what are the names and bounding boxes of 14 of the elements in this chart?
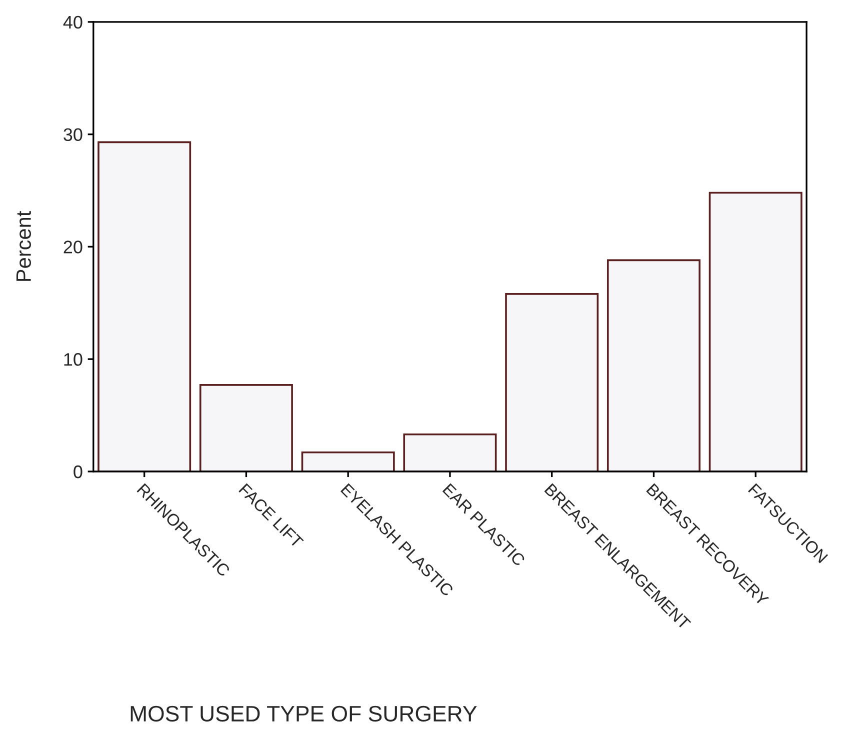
y-tick-label: 0 (74, 465, 82, 478)
y-tick-label: 30 (64, 128, 82, 142)
bar (505, 293, 599, 472)
bar (98, 141, 192, 472)
y-tick-label: 40 (63, 16, 82, 29)
y-axis-title: Percent (16, 210, 31, 281)
bar (403, 434, 497, 472)
bar (199, 384, 293, 472)
y-tick-label: 20 (64, 240, 82, 254)
bar (606, 259, 700, 472)
bar (708, 192, 802, 472)
x-axis-title: MOST USED TYPE OF SURGERY (130, 706, 477, 722)
y-tick-label: 10 (64, 353, 82, 366)
bar (301, 451, 395, 472)
